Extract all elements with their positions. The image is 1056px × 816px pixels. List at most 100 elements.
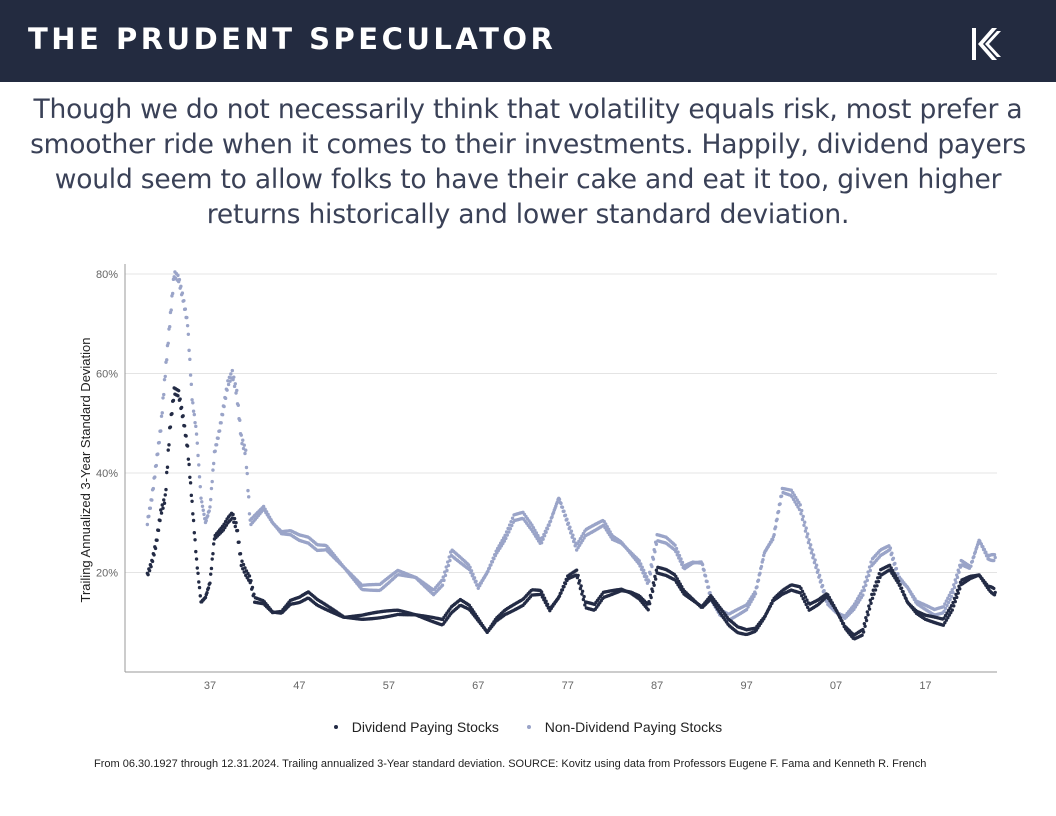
data-point (870, 596, 875, 600)
data-point (654, 568, 659, 572)
data-point (674, 574, 678, 578)
data-point (264, 510, 269, 514)
data-point (813, 558, 817, 562)
data-point (263, 507, 267, 511)
data-point (969, 564, 973, 568)
data-point (700, 562, 705, 567)
data-point (168, 425, 173, 429)
data-point (808, 543, 813, 547)
x-tick-label: 87 (651, 680, 663, 692)
data-point (207, 509, 211, 513)
data-point (176, 273, 180, 278)
data-point (563, 581, 568, 586)
data-point (888, 546, 893, 550)
data-point (160, 411, 164, 415)
data-point (198, 594, 202, 598)
data-point (247, 495, 251, 499)
data-point (199, 496, 203, 500)
data-point (653, 574, 657, 579)
data-point (489, 563, 493, 567)
data-point (951, 590, 955, 595)
data-point (944, 618, 949, 622)
data-point (778, 502, 782, 506)
data-point (947, 613, 951, 617)
data-point (952, 604, 956, 608)
data-point (236, 403, 240, 408)
data-point (191, 512, 195, 516)
data-point (817, 573, 822, 578)
data-point (646, 608, 650, 612)
data-point (226, 382, 231, 387)
data-point (878, 575, 882, 580)
data-point (209, 566, 214, 571)
data-point (238, 552, 243, 556)
data-point (875, 584, 879, 588)
data-point (650, 589, 655, 594)
data-point (531, 526, 536, 530)
data-point (993, 555, 997, 560)
data-point (608, 530, 612, 534)
data-point (571, 533, 575, 537)
data-point (184, 434, 188, 438)
data-point (153, 546, 158, 551)
data-point (953, 599, 957, 604)
data-point (192, 412, 197, 417)
data-point (822, 589, 826, 593)
data-point (860, 633, 864, 637)
data-point (865, 610, 870, 614)
brand-title: THE PRUDENT SPECULATOR (28, 22, 557, 56)
data-point (942, 609, 946, 614)
data-point (211, 461, 216, 466)
data-point (163, 374, 167, 379)
data-point (176, 394, 180, 398)
data-point (235, 528, 240, 533)
data-point (151, 486, 156, 491)
data-point (246, 488, 250, 493)
data-point (504, 536, 508, 541)
data-point (176, 388, 181, 393)
data-point (948, 606, 952, 610)
data-point (165, 465, 170, 469)
data-point (492, 557, 496, 561)
data-point (190, 398, 194, 402)
data-point (209, 572, 213, 576)
data-point (487, 566, 492, 570)
data-point (237, 540, 241, 544)
legend-item-non-dividend: Non-Dividend Paying Stocks (526, 719, 722, 735)
data-point (864, 618, 869, 623)
data-point (867, 573, 871, 578)
data-point (640, 565, 644, 569)
data-point (194, 424, 198, 429)
data-point (868, 568, 872, 573)
data-point (861, 585, 866, 589)
data-point (204, 518, 208, 523)
data-point (648, 572, 653, 576)
data-point (187, 462, 191, 467)
data-point (680, 560, 685, 565)
x-tick-label: 67 (472, 680, 484, 692)
data-point (222, 404, 226, 409)
data-point (185, 444, 190, 448)
data-point (440, 583, 445, 587)
data-point (220, 412, 225, 417)
data-point (234, 391, 238, 395)
data-point (478, 583, 482, 588)
data-point (568, 525, 572, 529)
data-point (758, 571, 762, 576)
data-point (241, 438, 245, 442)
x-tick-label: 37 (204, 680, 216, 692)
data-point (801, 514, 805, 519)
data-point (580, 592, 584, 596)
data-point (536, 533, 540, 538)
data-point (649, 595, 653, 600)
data-point (890, 551, 894, 555)
data-point (861, 593, 865, 597)
data-point (942, 616, 946, 620)
data-point (197, 580, 201, 584)
data-point (474, 579, 478, 583)
data-point (560, 588, 565, 592)
data-point (244, 448, 248, 452)
data-point (676, 550, 680, 554)
data-point (574, 568, 579, 572)
data-point (469, 569, 474, 573)
